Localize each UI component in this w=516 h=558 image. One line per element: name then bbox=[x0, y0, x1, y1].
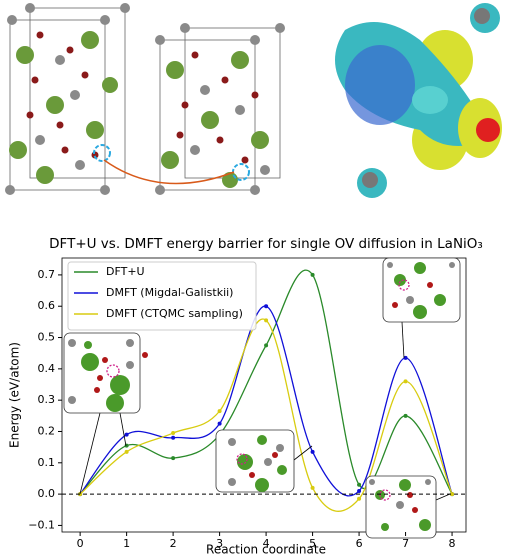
data-point bbox=[310, 272, 315, 277]
data-point bbox=[217, 421, 222, 426]
inset-illustrations bbox=[63, 257, 461, 539]
y-tick-label: 0.1 bbox=[38, 456, 56, 469]
series-line bbox=[79, 269, 453, 495]
legend-label: DMFT (Migdal-Galistkii) bbox=[106, 286, 233, 299]
data-point bbox=[310, 449, 315, 454]
legend-box bbox=[67, 261, 257, 331]
data-point bbox=[357, 488, 362, 493]
legend-label: DMFT (CTQMC sampling) bbox=[106, 307, 243, 320]
data-point bbox=[171, 431, 176, 436]
y-tick-label: −0.1 bbox=[28, 518, 55, 531]
x-tick-label: 4 bbox=[263, 537, 270, 550]
y-tick-label: 0.0 bbox=[38, 487, 56, 500]
y-tick-label: 0.2 bbox=[38, 424, 56, 437]
data-point bbox=[264, 318, 269, 323]
y-tick-label: 0.3 bbox=[38, 393, 56, 406]
y-tick-label: 0.6 bbox=[38, 299, 56, 312]
x-tick-label: 1 bbox=[123, 537, 130, 550]
orbital-illustration bbox=[335, 3, 502, 198]
data-point bbox=[217, 409, 222, 414]
data-point bbox=[78, 492, 83, 497]
series-line bbox=[79, 318, 453, 512]
data-point bbox=[124, 449, 129, 454]
x-tick-label: 6 bbox=[356, 537, 363, 550]
x-tick-label: 2 bbox=[170, 537, 177, 550]
plot-frame bbox=[61, 257, 467, 533]
data-point bbox=[124, 432, 129, 437]
data-point bbox=[403, 379, 408, 384]
crystal-illustration bbox=[5, 3, 285, 195]
x-tick-label: 7 bbox=[402, 537, 409, 550]
chart-title: DFT+U vs. DMFT energy barrier for single… bbox=[49, 236, 483, 252]
legend-label: DFT+U bbox=[106, 265, 145, 278]
y-tick-label: 0.4 bbox=[38, 362, 56, 375]
x-tick-label: 3 bbox=[216, 537, 223, 550]
data-point bbox=[171, 435, 176, 440]
y-tick-label: 0.7 bbox=[38, 268, 56, 281]
data-point bbox=[310, 485, 315, 490]
series-line bbox=[79, 305, 453, 497]
y-tick-label: 0.5 bbox=[38, 331, 56, 344]
data-point bbox=[264, 304, 269, 309]
x-tick-label: 5 bbox=[309, 537, 316, 550]
y-axis-label: Energy (eV/atom) bbox=[8, 342, 22, 448]
data-point bbox=[124, 443, 129, 448]
data-point bbox=[357, 482, 362, 487]
legend: DFT+U DMFT (Migdal-Galistkii) DMFT (CTQMC … bbox=[67, 261, 257, 331]
x-tick-label: 8 bbox=[449, 537, 456, 550]
x-axis-label: Reaction coordinate bbox=[206, 543, 326, 557]
data-point bbox=[403, 413, 408, 418]
x-tick-label: 0 bbox=[77, 537, 84, 550]
data-point bbox=[171, 456, 176, 461]
data-point bbox=[264, 343, 269, 348]
data-point bbox=[450, 492, 455, 497]
data-point bbox=[403, 355, 408, 360]
data-point bbox=[357, 496, 362, 501]
